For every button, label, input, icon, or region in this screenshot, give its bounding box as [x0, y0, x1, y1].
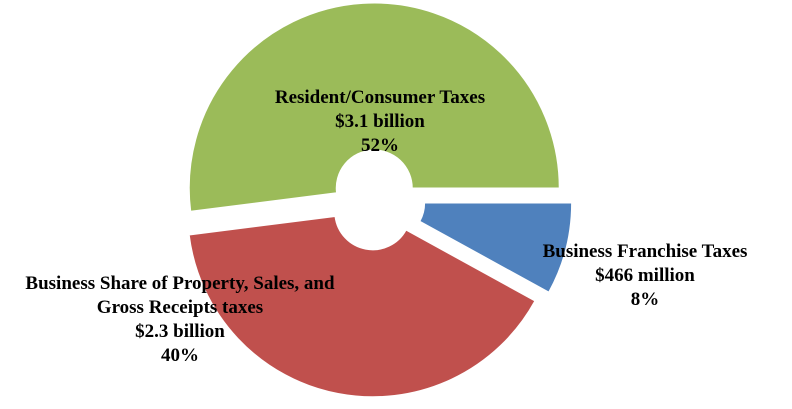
- slice: [188, 2, 560, 212]
- label-line: 8%: [630, 289, 660, 310]
- label-line: Business Franchise Taxes: [542, 241, 748, 262]
- label-line: 40%: [161, 345, 199, 366]
- slice: [419, 202, 573, 293]
- slice: [188, 215, 536, 398]
- label-line: Resident/Consumer Taxes: [274, 87, 486, 108]
- label-line: 52%: [361, 135, 399, 156]
- data-label: Resident/Consumer Taxes $3.1 billion 52%: [220, 86, 540, 158]
- label-line: $2.3 billion: [135, 321, 225, 342]
- label-line: $466 million: [595, 265, 695, 286]
- label-line: Business Share of Property, Sales, and G…: [25, 273, 335, 318]
- data-label: Business Share of Property, Sales, and G…: [20, 272, 340, 368]
- data-label: Business Franchise Taxes $466 million 8%: [485, 240, 792, 312]
- label-line: $3.1 billion: [335, 111, 425, 132]
